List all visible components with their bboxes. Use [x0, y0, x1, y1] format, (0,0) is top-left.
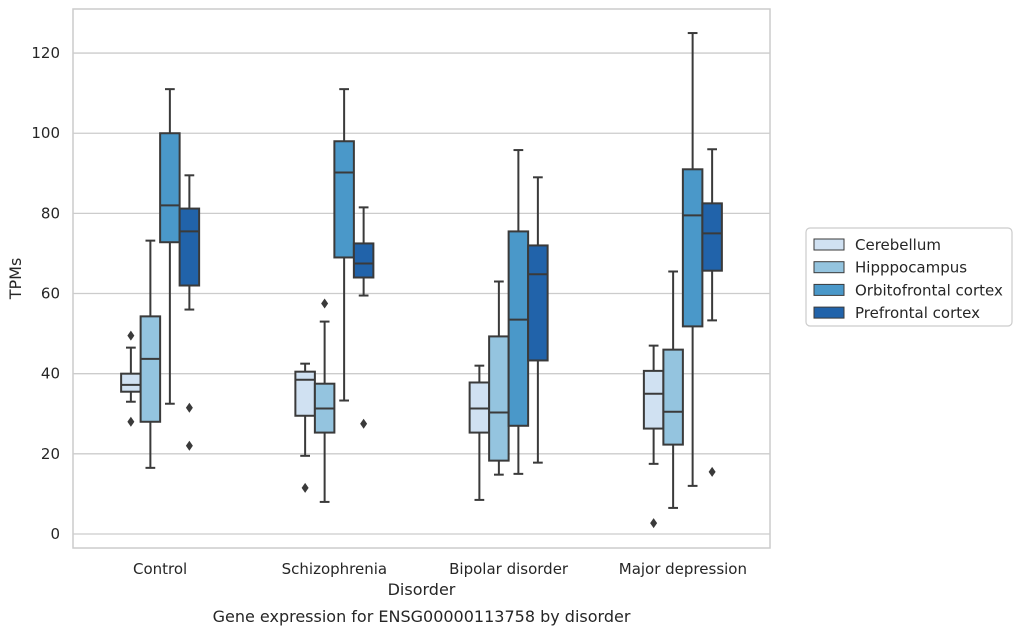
outlier-point: [360, 418, 368, 429]
legend-label: Orbitofrontal cortex: [855, 281, 1003, 299]
box-iqr: [139, 315, 162, 423]
outlier-point: [708, 466, 716, 477]
box-hipppocampus: [662, 270, 684, 509]
y-tick-label: 60: [41, 285, 60, 303]
x-tick-label: Major depression: [619, 560, 747, 578]
box-iqr: [488, 335, 510, 462]
box-prefrontal-cortex: [178, 174, 201, 451]
legend-label: Prefrontal cortex: [855, 304, 980, 322]
legend-swatch: [813, 261, 845, 274]
box-cerebellum: [294, 362, 316, 493]
y-tick-label: 100: [31, 124, 60, 142]
legend-label: Cerebellum: [855, 236, 941, 254]
plot-boxes: [120, 32, 723, 529]
outlier-point: [301, 482, 309, 493]
y-tick-label: 120: [31, 44, 60, 62]
legend-label: Hipppocampus: [855, 259, 967, 277]
box-iqr: [294, 370, 316, 417]
box-iqr: [352, 242, 375, 279]
box-prefrontal-cortex: [352, 206, 375, 429]
legend: Cerebellum Hipppocampus Orbitofrontal cort…: [805, 227, 1013, 327]
box-iqr: [662, 348, 684, 446]
box-iqr: [701, 202, 723, 272]
y-tick-label: 0: [50, 525, 60, 543]
box-cerebellum: [120, 330, 142, 427]
y-tick-label: 20: [41, 445, 60, 463]
outlier-point: [321, 298, 329, 309]
x-tick-label: Schizophrenia: [282, 560, 387, 578]
box-iqr: [468, 381, 491, 434]
box-iqr: [681, 168, 704, 328]
y-tick-label: 80: [41, 204, 60, 222]
box-iqr: [178, 207, 201, 287]
x-tick-label: Bipolar disorder: [449, 560, 569, 578]
x-tick-label: Control: [133, 560, 187, 578]
legend-frame: [805, 227, 1013, 327]
box-prefrontal-cortex: [701, 148, 723, 477]
box-cerebellum: [468, 364, 491, 501]
x-tick-labels: Control Schizophrenia Bipolar disorder Majo…: [133, 560, 747, 578]
box-iqr: [333, 140, 355, 259]
box-iqr: [120, 372, 142, 393]
x-axis-label: Disorder: [388, 580, 456, 599]
box-orbitofrontal-cortex: [159, 88, 181, 405]
y-tick-labels: 0 20 40 60 80 100 120: [31, 44, 60, 543]
box-orbitofrontal-cortex: [507, 149, 530, 475]
box-iqr: [159, 132, 181, 244]
box-orbitofrontal-cortex: [681, 32, 704, 487]
chart-title: Gene expression for ENSG00000113758 by d…: [213, 607, 631, 626]
outlier-point: [185, 402, 193, 413]
grid-lines: [73, 52, 770, 535]
y-tick-label: 40: [41, 365, 60, 383]
plot-frame: [72, 8, 771, 549]
legend-swatch: [813, 283, 845, 296]
box-hipppocampus: [488, 280, 510, 476]
legend-swatch: [813, 306, 845, 319]
box-iqr: [507, 230, 530, 427]
outlier-point: [127, 416, 135, 427]
box-prefrontal-cortex: [527, 176, 549, 464]
box-hipppocampus: [139, 239, 162, 469]
legend-swatch: [813, 238, 845, 251]
y-axis-label: TPMs: [6, 258, 25, 301]
outlier-point: [185, 440, 193, 451]
outlier-point: [650, 518, 658, 529]
box-orbitofrontal-cortex: [333, 88, 355, 402]
box-iqr: [527, 244, 549, 362]
box-iqr: [642, 369, 665, 430]
outlier-point: [127, 330, 135, 341]
box-cerebellum: [642, 344, 665, 529]
box-hipppocampus: [313, 298, 336, 503]
